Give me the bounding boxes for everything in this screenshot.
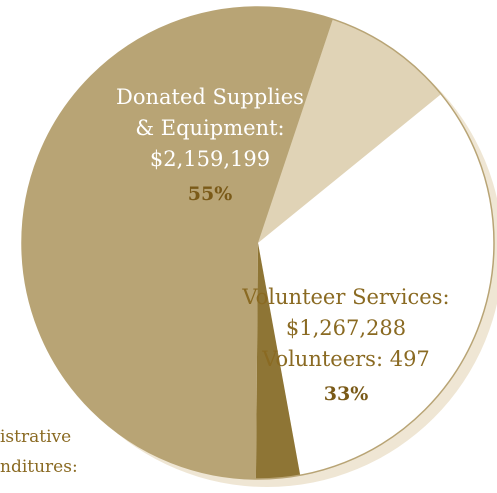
volunteer-label: Volunteer Services: $1,267,288 Volunteer… (228, 282, 464, 410)
pie-slice-administrative (255, 243, 301, 479)
donated-percent: 55% (187, 183, 233, 205)
administrative-label: istrative nditures: (0, 422, 120, 482)
donated-label-line-1: Donated Supplies (116, 85, 304, 109)
pie-slice-donated (21, 6, 333, 479)
donated-label-line-2: & Equipment: (135, 116, 285, 140)
administrative-label-line-1: istrative (0, 427, 72, 447)
donated-value: $2,159,199 (149, 147, 271, 171)
pie-slice-other (258, 19, 442, 244)
volunteer-value: $1,267,288 (285, 316, 407, 340)
pie-slice-volunteer (258, 94, 495, 476)
volunteer-percent: 33% (323, 383, 369, 405)
donated-label: Donated Supplies & Equipment: $2,159,199… (90, 82, 330, 210)
volunteer-label-line-1: Volunteer Services: (242, 285, 450, 309)
administrative-label-line-2: nditures: (0, 457, 78, 477)
volunteer-count: Volunteers: 497 (262, 347, 430, 371)
pie-outline (21, 6, 495, 480)
